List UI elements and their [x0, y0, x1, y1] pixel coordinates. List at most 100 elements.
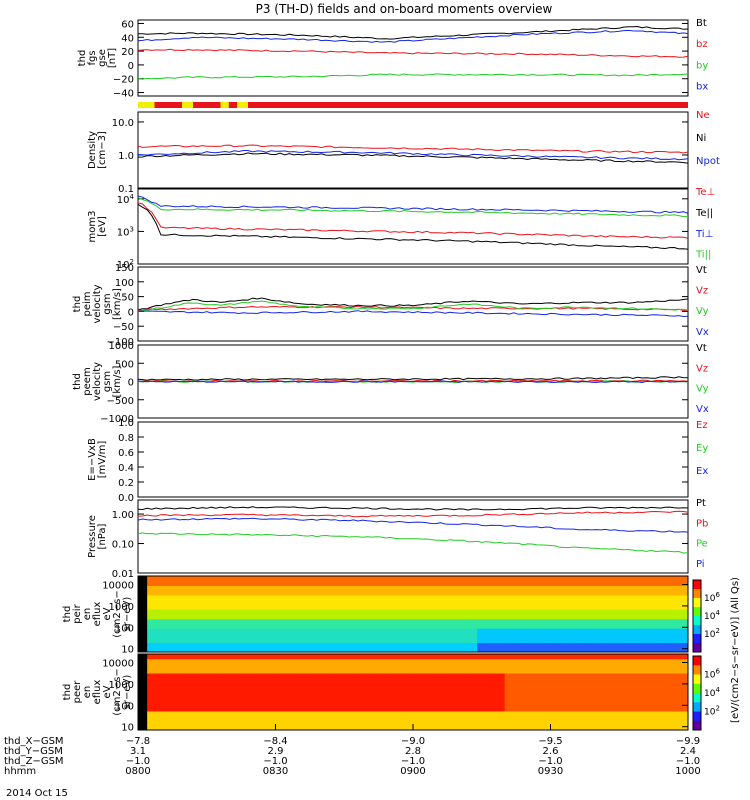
spectrogram-cell — [458, 701, 469, 707]
y-tick-label: 20 — [121, 47, 134, 58]
spectrogram-cell — [293, 682, 304, 688]
spectrogram-cell — [550, 715, 561, 721]
spectrogram-cell — [669, 658, 680, 664]
spectrogram-cell — [266, 580, 276, 586]
spectrogram-cell — [642, 654, 652, 660]
spectrogram-cell — [633, 618, 643, 624]
spectrogram-cell — [495, 715, 506, 721]
figure-title: P3 (TH-D) fields and on-board moments ov… — [256, 2, 553, 16]
spectrogram-cell — [394, 599, 405, 605]
spectrogram-cell — [477, 580, 487, 586]
spectrogram-cell — [623, 585, 634, 591]
spectrogram-cell — [376, 637, 386, 643]
spectrogram-cell — [440, 609, 451, 615]
spectrogram-cell — [559, 642, 570, 648]
spectrogram-cell — [458, 623, 469, 629]
spectrogram-cell — [257, 673, 267, 679]
spectrogram-cell — [550, 720, 561, 726]
spectrogram-cell — [193, 618, 203, 624]
spectrogram-cell — [321, 609, 331, 615]
spectrogram-cell — [486, 687, 496, 693]
spectrogram-cell — [330, 633, 341, 639]
spectrogram-cell — [394, 576, 405, 582]
colorbar-tick-label: 102 — [704, 627, 720, 640]
spectrogram-cell — [669, 711, 680, 717]
spectrogram-cell — [266, 609, 276, 615]
spectrogram-cell — [458, 668, 469, 674]
series-line-Npot — [137, 150, 689, 161]
spectrogram-cell — [376, 687, 386, 693]
spectrogram-cell — [229, 590, 240, 596]
spectrogram-cell — [660, 692, 671, 698]
y-tick-label: 100 — [115, 278, 134, 289]
spectrogram-cell — [193, 687, 203, 693]
spectrogram-cell — [367, 687, 377, 693]
spectrogram-cell — [578, 673, 588, 679]
spectrogram-cell — [183, 668, 194, 674]
spectrogram-cell — [211, 614, 221, 620]
spectrogram-cell — [678, 706, 689, 712]
series-line-Pb — [137, 510, 689, 518]
spectrogram-cell — [523, 715, 533, 721]
spectrogram-cell — [339, 576, 350, 582]
spectrogram-cell — [312, 585, 322, 591]
spectrogram-cell — [633, 609, 643, 615]
legend-Vy: Vy — [696, 306, 709, 317]
spectrogram-cell — [165, 682, 176, 688]
spectrogram-cell — [211, 576, 221, 582]
spectrogram-cell — [660, 604, 671, 610]
spectrogram-cell — [303, 604, 313, 610]
spectrogram-cell — [477, 585, 487, 591]
spectrogram-cell — [183, 633, 194, 639]
x-row-label: hhmm — [4, 766, 36, 777]
spectrogram-cell — [578, 618, 588, 624]
y-tick-label: 0 — [128, 307, 134, 318]
spectrogram-cell — [385, 614, 396, 620]
spectrogram-cell — [513, 668, 524, 674]
spectrogram-cell — [284, 576, 295, 582]
spectrogram-cell — [578, 715, 588, 721]
spectrogram-cell — [367, 715, 377, 721]
spectrogram-cell — [202, 614, 212, 620]
spectrogram-cell — [211, 595, 221, 601]
spectrogram-cell — [623, 580, 634, 586]
legend-Ex: Ex — [696, 466, 708, 477]
spectrogram-cell — [202, 599, 212, 605]
spectrogram-cell — [275, 696, 286, 702]
spectrogram-cell — [532, 720, 542, 726]
spectrogram-cell — [587, 595, 597, 601]
spectrogram-cell — [550, 711, 561, 717]
spectrogram-cell — [193, 682, 203, 688]
spectrogram-cell — [532, 706, 542, 712]
spectrogram-cell — [330, 623, 341, 629]
spectrogram-cell — [532, 580, 542, 586]
spectrogram-cell — [220, 720, 231, 726]
spectrogram-cell — [138, 642, 148, 648]
spectrogram-cell — [440, 647, 451, 653]
spectrogram-cell — [385, 633, 396, 639]
spectrogram-cell — [284, 701, 295, 707]
y-axis-label: thd peer en eflux eV (cm2−s− sr−eV) — [62, 668, 133, 715]
spectrogram-cell — [238, 663, 249, 669]
spectrogram-cell — [550, 580, 561, 586]
spectrogram-cell — [229, 628, 240, 634]
y-label-line: mom3 — [87, 211, 98, 243]
spectrogram-cell — [614, 706, 625, 712]
spectrogram-cell — [284, 696, 295, 702]
spectrogram-cell — [193, 637, 203, 643]
spectrogram-cell — [376, 604, 386, 610]
spectrogram-cell — [486, 585, 496, 591]
spectrogram-cell — [550, 585, 561, 591]
spectrogram-cell — [275, 701, 286, 707]
spectrogram-cell — [220, 637, 231, 643]
spectrogram-cell — [193, 715, 203, 721]
spectrogram-cell — [587, 725, 597, 731]
spectrogram-cell — [614, 580, 625, 586]
legend-Pb: Pb — [696, 518, 708, 529]
spectrogram-cell — [376, 725, 386, 731]
spectrogram-cell — [266, 720, 276, 726]
spectrogram-cell — [651, 628, 661, 634]
x-tick-label: −1.0 — [538, 756, 562, 767]
spectrogram-cell — [238, 696, 249, 702]
spectrogram-cell — [358, 628, 368, 634]
